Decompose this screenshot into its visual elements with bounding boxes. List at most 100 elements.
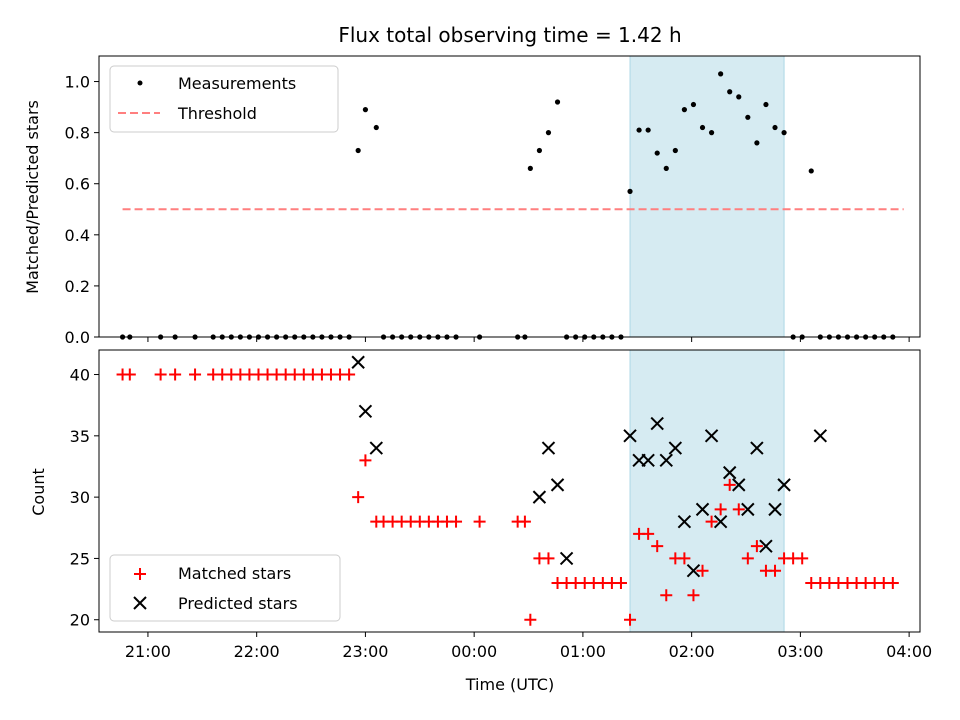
bottom-plot-frame [98, 349, 921, 633]
matched-star-point [723, 478, 736, 491]
y-tick-label: 25 [70, 549, 90, 568]
y-tick-label: 0.4 [65, 226, 90, 245]
predicted-star-point [777, 478, 791, 492]
matched-star-point [450, 515, 463, 528]
predicted-star-point [677, 514, 692, 529]
matched-star-point [343, 368, 356, 381]
x-tick-label: 03:00 [777, 642, 823, 661]
measurement-point [373, 124, 379, 131]
top-legend: Measurements Threshold [109, 65, 339, 133]
measurement-point [545, 130, 552, 136]
measurement-point [745, 114, 751, 120]
y-tick-label: 0.0 [65, 328, 90, 347]
measurement-point [772, 124, 778, 131]
legend-threshold-label: Threshold [177, 104, 257, 123]
predicted-star-point [641, 453, 655, 468]
top-plot-frame [98, 55, 921, 338]
matched-star-point [473, 515, 486, 528]
y-tick-label: 1.0 [65, 73, 90, 92]
y-tick-label: 40 [70, 366, 90, 385]
predicted-star-point [559, 551, 574, 566]
matched-star-point [359, 454, 372, 467]
chart-title: Flux total observing time = 1.42 h [338, 23, 681, 47]
measurement-point [362, 107, 369, 113]
x-tick-label: 23:00 [342, 642, 388, 661]
predicted-star-point [686, 563, 701, 578]
x-tick-label: 04:00 [886, 642, 932, 661]
legend-predicted-marker [133, 596, 147, 610]
top-panel: 0.0 0.2 0.4 0.6 0.8 1.0 [65, 55, 921, 347]
predicted-star-point [358, 404, 373, 419]
measurement-point [527, 165, 533, 171]
observing-window-span [630, 350, 785, 632]
predicted-star-point [351, 355, 365, 369]
matched-star-point [732, 503, 745, 516]
matched-star-point [154, 368, 167, 381]
bottom-legend: Matched stars Predicted stars [109, 554, 341, 622]
matched-star-point [660, 589, 673, 602]
top-legend-box [109, 65, 339, 133]
predicted-star-point [759, 539, 773, 553]
matched-star-point [750, 540, 763, 553]
x-tick-label: 21:00 [125, 642, 171, 661]
y-tick-label: 30 [70, 488, 90, 507]
predicted-star-point [813, 429, 828, 443]
matched-star-point [651, 540, 664, 553]
measurement-point [808, 168, 814, 174]
predicted-star-point [659, 453, 673, 468]
matched-star-point [769, 564, 782, 577]
observing-window-span [630, 56, 785, 337]
measurement-point [645, 127, 651, 133]
y-tick-label: 0.8 [65, 124, 90, 143]
matched-star-point [189, 368, 202, 381]
legend-matched-label: Matched stars [178, 564, 291, 583]
measurement-point [708, 130, 715, 136]
predicted-star-point [704, 429, 719, 443]
matched-star-point [169, 368, 182, 381]
y-tick-label: 35 [70, 427, 90, 446]
predicted-star-point [532, 490, 547, 504]
y-tick-label: 0.6 [65, 175, 90, 194]
y-tick-label: 0.2 [65, 277, 90, 296]
measurement-point [672, 147, 678, 154]
measurement-point [636, 127, 642, 133]
matched-star-point [886, 576, 899, 589]
predicted-star-point [650, 416, 664, 431]
measurement-point [754, 140, 760, 146]
measurement-point [627, 188, 633, 194]
predicted-star-point [768, 502, 782, 517]
measurement-point [536, 147, 543, 154]
predicted-star-point [722, 465, 737, 480]
matched-star-point [714, 503, 727, 516]
matched-star-point [524, 613, 537, 626]
predicted-star-point [750, 441, 764, 455]
matched-star-point [696, 564, 709, 577]
bottom-legend-box [109, 554, 341, 622]
bottom-y-axis-label: Count [29, 468, 48, 516]
legend-predicted-label: Predicted stars [178, 594, 298, 613]
matched-star-point [678, 552, 691, 565]
predicted-star-point [369, 441, 383, 455]
predicted-star-point [550, 478, 565, 492]
predicted-star-point [695, 502, 710, 517]
measurement-point [690, 101, 697, 108]
top-y-axis-label: Matched/Predicted stars [23, 100, 42, 294]
matched-star-point [796, 552, 809, 565]
x-tick-label: 01:00 [560, 642, 606, 661]
matched-star-point [741, 552, 754, 565]
x-axis-label: Time (UTC) [465, 675, 554, 694]
measurement-point [727, 89, 733, 95]
measurement-point [681, 107, 687, 113]
matched-star-point [542, 552, 555, 565]
predicted-star-point [713, 514, 728, 529]
matched-star-point [705, 515, 718, 528]
y-tick-label: 20 [70, 611, 90, 630]
matched-star-point [518, 515, 531, 528]
x-tick-label: 22:00 [234, 642, 280, 661]
measurement-point [663, 165, 669, 171]
legend-matched-marker [134, 568, 146, 580]
matched-star-point [614, 576, 627, 589]
matched-star-point [123, 368, 136, 381]
measurement-point [654, 150, 660, 156]
